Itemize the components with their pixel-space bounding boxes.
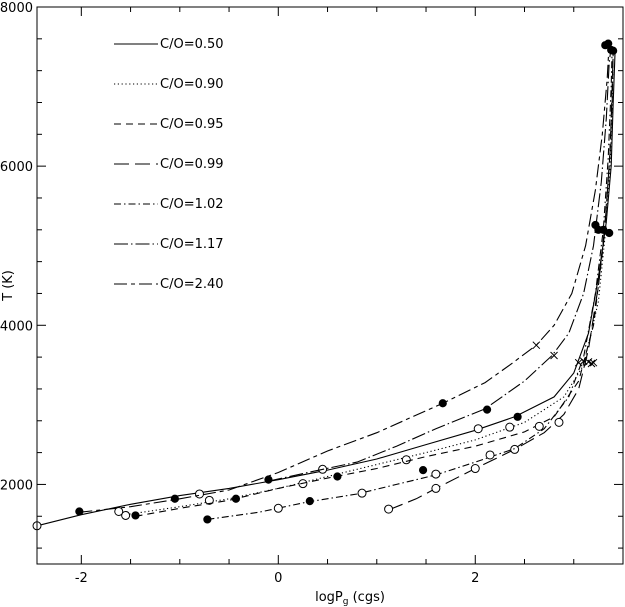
series-line-5 (268, 46, 612, 482)
y-tick-label-3: 8000 (0, 1, 33, 16)
open-marker-3-0 (384, 504, 394, 514)
series-line-2 (135, 46, 614, 517)
x-tick-label-2: 2 (471, 571, 479, 586)
series-line-3 (388, 50, 614, 511)
open-marker-4-3 (485, 450, 495, 460)
legend-label-3: C/O=0.99 (160, 157, 224, 172)
legend: C/O=0.50 C/O=0.90 C/O=0.95 C/O=0.99 C/O=1.02… (114, 37, 224, 292)
filled-marker-2-3 (418, 466, 428, 475)
y-axis-title: T (K) (1, 270, 16, 302)
filled-marker-0-1 (170, 494, 179, 503)
open-marker-1-4 (505, 422, 515, 432)
filled-marker-6-0 (438, 399, 447, 408)
filled-marker-2-0 (131, 511, 140, 520)
open-marker-3-4 (554, 417, 564, 427)
open-marker-4-0 (273, 503, 283, 513)
open-marker-6-0 (114, 506, 124, 516)
open-marker-1-3 (401, 455, 411, 465)
series-line-0 (36, 50, 616, 527)
open-marker-0-3 (473, 424, 483, 434)
plot-area (32, 39, 618, 531)
x-tick-label-0: -2 (75, 571, 88, 586)
series-line-4 (207, 46, 613, 520)
filled-marker-6-1 (604, 39, 613, 48)
filled-marker-5-0 (482, 405, 492, 414)
legend-label-0: C/O=0.50 (160, 37, 224, 52)
filled-marker-2-2 (333, 472, 342, 481)
series-line-6 (79, 42, 610, 513)
open-marker-4-2 (431, 469, 441, 479)
legend-label-1: C/O=0.90 (160, 77, 224, 92)
x-tick-label-1: 0 (274, 571, 282, 586)
y-tick-label-1: 4000 (0, 319, 33, 334)
y-tick-label-2: 6000 (0, 160, 33, 175)
filled-marker-4-1 (305, 497, 314, 506)
legend-label-4: C/O=1.02 (160, 197, 224, 212)
x-axis-title: logPg (cgs) (315, 590, 385, 607)
plot-frame (36, 6, 624, 565)
open-marker-3-3 (510, 444, 520, 454)
y-tick-label-0: 2000 (0, 478, 33, 493)
legend-label-2: C/O=0.95 (160, 117, 224, 132)
legend-label-5: C/O=1.17 (160, 237, 224, 252)
filled-marker-0-2 (264, 475, 273, 484)
open-marker-3-1 (431, 483, 441, 493)
filled-marker-4-0 (203, 515, 212, 524)
filled-marker-0-3 (513, 412, 522, 421)
open-marker-3-2 (470, 464, 480, 474)
open-marker-0-1 (195, 489, 205, 499)
filled-marker-5-1 (591, 220, 600, 230)
cross-marker-6-0 (532, 341, 541, 350)
series-line-1 (125, 50, 614, 516)
cross-marker-4-0 (574, 358, 583, 367)
filled-marker-2-1 (231, 494, 241, 503)
open-marker-1-1 (204, 495, 214, 505)
legend-label-6: C/O=2.40 (160, 277, 224, 292)
open-marker-1-0 (121, 510, 131, 520)
cross-marker-5-0 (550, 351, 558, 360)
open-marker-2-0 (534, 421, 544, 431)
cross-marker-3-0 (587, 359, 596, 368)
open-marker-4-1 (357, 488, 367, 498)
